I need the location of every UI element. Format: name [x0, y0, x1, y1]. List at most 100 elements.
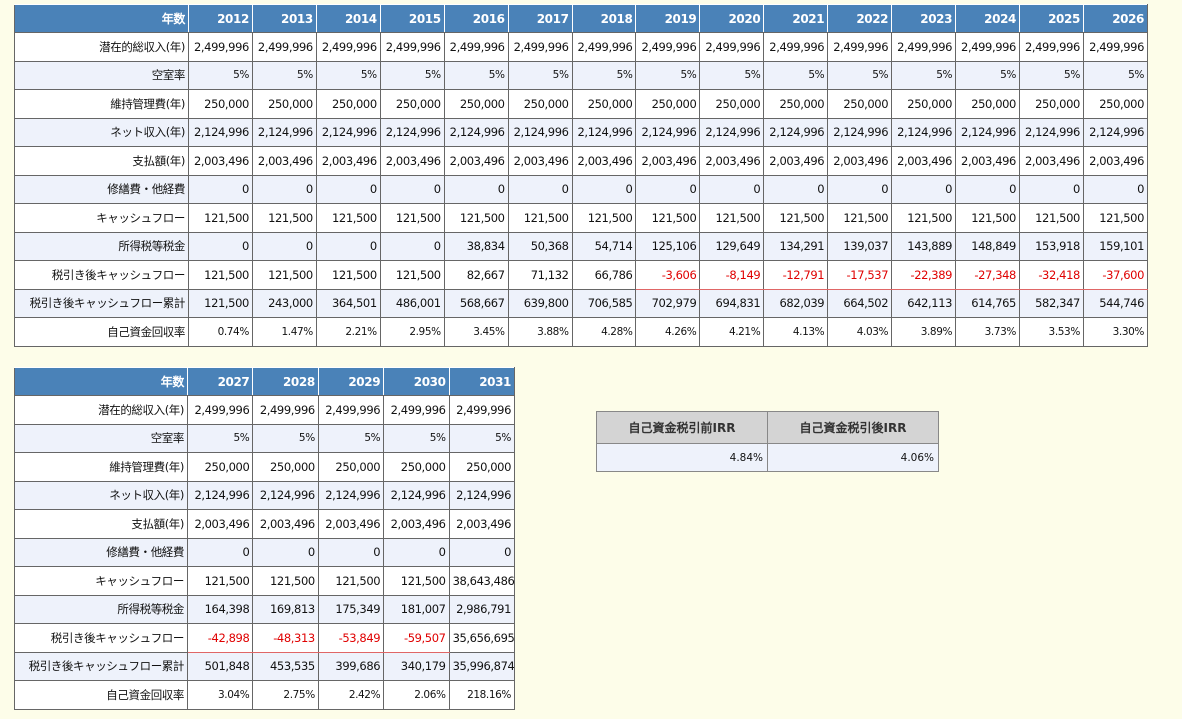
table-row: 潜在的総収入(年) 2,499,996 2,499,996 2,499,996 2,49…	[14, 395, 516, 425]
table-cell: -37,600	[1082, 260, 1149, 290]
table-cell: 250,000	[251, 89, 317, 119]
table-cell: 2,124,996	[186, 480, 254, 510]
table-cell: 0	[635, 174, 701, 204]
table-cell: 0	[315, 231, 381, 261]
table-cell: 2,003,496	[315, 146, 381, 176]
table-cell: 159,101	[1082, 231, 1149, 261]
table-cell: 4.28%	[571, 317, 637, 347]
table-row: 所得税等税金 0 0 0 0 38,834 50,368 54,714 125,106 129,6…	[14, 231, 1149, 261]
table-cell: 243,000	[251, 288, 317, 318]
table-cell: 5%	[699, 60, 765, 90]
table-cell: -17,537	[827, 260, 893, 290]
table-row: 税引き後キャッシュフロー 121,500 121,500 121,500 121,500…	[14, 260, 1149, 290]
table-cell: 614,765	[955, 288, 1020, 318]
table-cell: 0	[448, 537, 516, 567]
table-row: 所得税等税金 164,398 169,813 175,349 181,007 2,986,…	[14, 594, 516, 624]
table-cell: 2,499,996	[955, 32, 1020, 62]
year-header-2013: 2013	[251, 4, 317, 33]
row-label: 自己資金回収率	[14, 317, 189, 347]
table-cell: 0	[186, 537, 254, 567]
table-cell: 2,003,496	[763, 146, 829, 176]
table-cell: 250,000	[252, 452, 319, 482]
table-cell: 364,501	[315, 288, 381, 318]
table-cell: 250,000	[379, 89, 445, 119]
table-cell: 568,667	[443, 288, 509, 318]
table-cell: 5%	[186, 423, 254, 453]
year-header-2014: 2014	[315, 4, 381, 33]
table-cell: 2,499,996	[252, 395, 319, 425]
table-cell: 0	[383, 537, 450, 567]
table-cell: 399,686	[317, 651, 385, 681]
table-header-row: 年数 2012 2013 2014 2015 2016 2017 2018 2019 2020 20…	[14, 4, 1149, 33]
table-cell: 35,996,874	[448, 651, 516, 681]
table-cell: 0	[507, 174, 573, 204]
table-cell: 121,500	[251, 203, 317, 233]
table-cell: 2,124,996	[635, 117, 701, 147]
table-row: 維持管理費(年) 250,000 250,000 250,000 250,000 250,…	[14, 452, 516, 482]
table-row: 税引き後キャッシュフロー累計 121,500 243,000 364,501 486,0…	[14, 288, 1149, 318]
table-cell: 2,499,996	[317, 395, 385, 425]
table-cell: 2,124,996	[891, 117, 957, 147]
year-header-2016: 2016	[443, 4, 509, 33]
irr-summary-table: 自己資金税引前IRR 自己資金税引後IRR 4.84% 4.06%	[596, 411, 939, 472]
table-cell: 5%	[448, 423, 516, 453]
table-cell: 4.26%	[635, 317, 701, 347]
table-cell: 134,291	[763, 231, 829, 261]
table-cell: 453,535	[252, 651, 319, 681]
table-cell: 139,037	[827, 231, 893, 261]
table-cell: 2.06%	[383, 680, 450, 710]
table-row: キャッシュフロー 121,500 121,500 121,500 121,500 38,6…	[14, 566, 516, 596]
table-cell: 2,003,496	[186, 509, 254, 539]
table-cell: 121,500	[891, 203, 957, 233]
table-cell: 5%	[891, 60, 957, 90]
row-label: ネット収入(年)	[14, 117, 189, 147]
table-cell: 0	[188, 174, 253, 204]
table-cell: 121,500	[188, 260, 253, 290]
row-label: ネット収入(年)	[14, 480, 188, 510]
table-header-row: 年数 2027 2028 2029 2030 2031	[14, 367, 516, 396]
table-cell: 5%	[763, 60, 829, 90]
table-cell: 5%	[571, 60, 637, 90]
table-row: 空室率 5% 5% 5% 5% 5% 5% 5% 5% 5% 5% 5% 5% 5% 5% 5%	[14, 60, 1149, 90]
table-cell: 169,813	[252, 594, 319, 624]
table-cell: 121,500	[1082, 203, 1149, 233]
table-cell: 2,499,996	[383, 395, 450, 425]
year-header-2019: 2019	[635, 4, 701, 33]
table-row: 自己資金回収率 3.04% 2.75% 2.42% 2.06% 218.16%	[14, 680, 516, 710]
table-cell: 2,124,996	[188, 117, 253, 147]
table-cell: 5%	[383, 423, 450, 453]
table-cell: 121,500	[571, 203, 637, 233]
table-cell: 2,499,996	[635, 32, 701, 62]
table-cell: 501,848	[186, 651, 254, 681]
table-cell: 0	[1018, 174, 1084, 204]
table-cell: 121,500	[379, 260, 445, 290]
table-cell: 2,003,496	[252, 509, 319, 539]
year-header-2012: 2012	[188, 4, 253, 33]
table-cell: 706,585	[571, 288, 637, 318]
table-cell: 250,000	[571, 89, 637, 119]
before-tax-irr-header: 自己資金税引前IRR	[596, 411, 768, 444]
table-cell: 0	[699, 174, 765, 204]
row-label: 税引き後キャッシュフロー	[14, 623, 188, 653]
table-cell: 2,499,996	[188, 32, 253, 62]
table-cell: 582,347	[1018, 288, 1084, 318]
table-cell: 5%	[252, 423, 319, 453]
table-cell: 5%	[1018, 60, 1084, 90]
table-cell: 121,500	[955, 203, 1020, 233]
table-row: 支払額(年) 2,003,496 2,003,496 2,003,496 2,003,4…	[14, 509, 516, 539]
table-cell: 2,003,496	[317, 509, 385, 539]
row-label: 修繕費・他経費	[14, 537, 188, 567]
table-cell: 250,000	[699, 89, 765, 119]
table-cell: 121,500	[443, 203, 509, 233]
year-header-2029: 2029	[317, 367, 385, 396]
table-cell: 66,786	[571, 260, 637, 290]
table-cell: 0	[379, 231, 445, 261]
table-cell: 0.74%	[188, 317, 253, 347]
table-cell: 0	[188, 231, 253, 261]
table-cell: 250,000	[448, 452, 516, 482]
table-cell: 2,124,996	[507, 117, 573, 147]
table-cell: 121,500	[507, 203, 573, 233]
table-cell: 0	[252, 537, 319, 567]
table-cell: 250,000	[383, 452, 450, 482]
table-cell: 121,500	[383, 566, 450, 596]
